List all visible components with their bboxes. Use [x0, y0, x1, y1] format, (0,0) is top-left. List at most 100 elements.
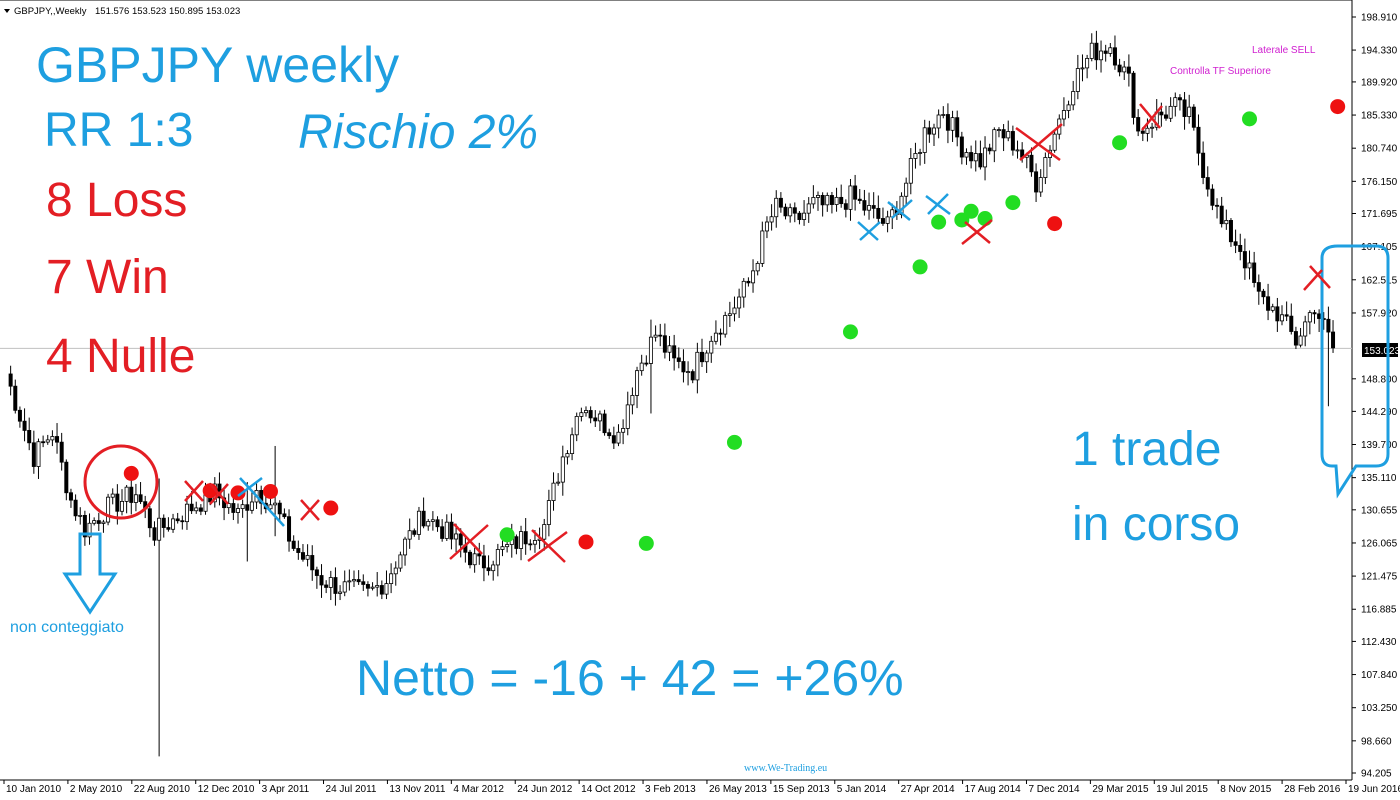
candle-body: [152, 527, 157, 541]
candle-body: [630, 395, 635, 406]
candle-body: [1293, 331, 1298, 346]
candle-body: [774, 197, 779, 218]
candle-body: [1112, 47, 1117, 66]
candle-body: [950, 117, 955, 131]
candle-body: [519, 531, 524, 549]
candle-body: [945, 114, 950, 131]
candle-body: [857, 198, 862, 201]
candle-body: [356, 579, 361, 583]
candle-body: [700, 351, 705, 363]
candle-body: [342, 581, 347, 593]
loss-x-marks: [184, 103, 1331, 563]
candle-body: [1289, 315, 1294, 332]
candle-body: [467, 551, 472, 566]
annotation-loss: 8 Loss: [46, 174, 187, 227]
annotation-trade-line2: in corso: [1072, 498, 1240, 551]
candle-body: [41, 441, 46, 444]
candle-body: [1006, 131, 1011, 139]
candle-body: [704, 352, 709, 363]
candle-body: [365, 584, 370, 589]
candle-body: [514, 536, 519, 549]
candle-body: [403, 538, 408, 556]
candle-body: [1312, 312, 1317, 315]
candle-body: [1089, 42, 1094, 59]
candle-body: [797, 212, 802, 220]
candle-body: [449, 521, 454, 540]
candle-body: [941, 114, 946, 116]
candle-body: [495, 549, 500, 566]
candle-body: [913, 153, 918, 159]
candle-body: [1168, 105, 1173, 119]
candle-body: [969, 152, 974, 162]
candle-body: [1029, 154, 1034, 173]
candle-body: [1215, 204, 1220, 207]
candle-body: [672, 345, 677, 359]
candle-body: [166, 527, 171, 530]
x-tick-label: 19 Jul 2015: [1156, 784, 1208, 795]
candle-body: [1266, 296, 1271, 311]
candle-body: [616, 431, 621, 444]
candle-body: [611, 435, 616, 444]
y-tick-label: 130.655: [1361, 505, 1398, 516]
candle-body: [1210, 188, 1215, 206]
candle-body: [13, 385, 18, 411]
buy-signal-marker: [842, 324, 858, 340]
buy-signal-marker: [912, 259, 928, 275]
candle-body: [834, 196, 839, 205]
candle-body: [1242, 251, 1247, 269]
candle-body: [110, 493, 115, 498]
candle-body: [788, 207, 793, 217]
candle-body: [1298, 335, 1303, 346]
candle-body: [106, 496, 111, 523]
candle-body: [718, 332, 723, 335]
y-tick-label: 107.840: [1361, 670, 1398, 681]
buy-signal-marker: [1005, 195, 1021, 211]
candle-body: [491, 564, 496, 572]
buy-signal-marker: [963, 203, 979, 219]
candle-body: [1075, 68, 1080, 92]
y-tick-label: 144.290: [1361, 407, 1398, 418]
candle-body: [235, 508, 240, 513]
annotation-layer: GBPJPY weekly RR 1:3 Rischio 2% 8 Loss 7…: [10, 37, 1390, 706]
candle-body: [1233, 241, 1238, 246]
candle-body: [528, 543, 533, 546]
sell-signal-marker: [1330, 99, 1346, 115]
candle-body: [681, 361, 686, 373]
candle-body: [992, 129, 997, 152]
y-tick-label: 116.885: [1361, 605, 1397, 616]
candle-body: [1256, 282, 1261, 292]
candle-body: [732, 307, 737, 315]
candle-body: [231, 503, 236, 513]
candle-body: [259, 490, 264, 504]
candle-body: [64, 461, 69, 494]
candle-body: [1094, 42, 1099, 61]
candle-body: [184, 503, 189, 523]
candle-body: [129, 486, 134, 503]
y-tick-label: 185.330: [1361, 111, 1398, 122]
candle-body: [351, 579, 356, 582]
candle-body: [277, 502, 282, 515]
candle-body: [676, 357, 681, 362]
candle-body: [1010, 131, 1015, 151]
x-tick-label: 5 Jan 2014: [837, 784, 887, 795]
y-tick-label: 180.740: [1361, 144, 1398, 155]
candle-body: [240, 504, 245, 509]
candle-body: [426, 520, 431, 527]
candle-body: [1066, 104, 1071, 111]
sell-signal-marker: [230, 485, 246, 501]
candle-body: [314, 569, 319, 576]
candle-body: [783, 206, 788, 217]
chart-menu-arrow-icon[interactable]: [4, 9, 10, 13]
candle-body: [1140, 130, 1145, 134]
y-tick-label: 162.515: [1361, 275, 1398, 286]
candle-body: [1061, 110, 1066, 120]
candle-body: [723, 315, 728, 335]
candle-body: [973, 153, 978, 162]
candle-body: [816, 194, 821, 198]
candle-body: [1015, 149, 1020, 152]
candle-body: [22, 420, 27, 431]
candle-body: [862, 200, 867, 211]
candle-body: [500, 546, 505, 550]
candle-body: [1099, 50, 1104, 61]
candle-body: [1145, 127, 1150, 134]
